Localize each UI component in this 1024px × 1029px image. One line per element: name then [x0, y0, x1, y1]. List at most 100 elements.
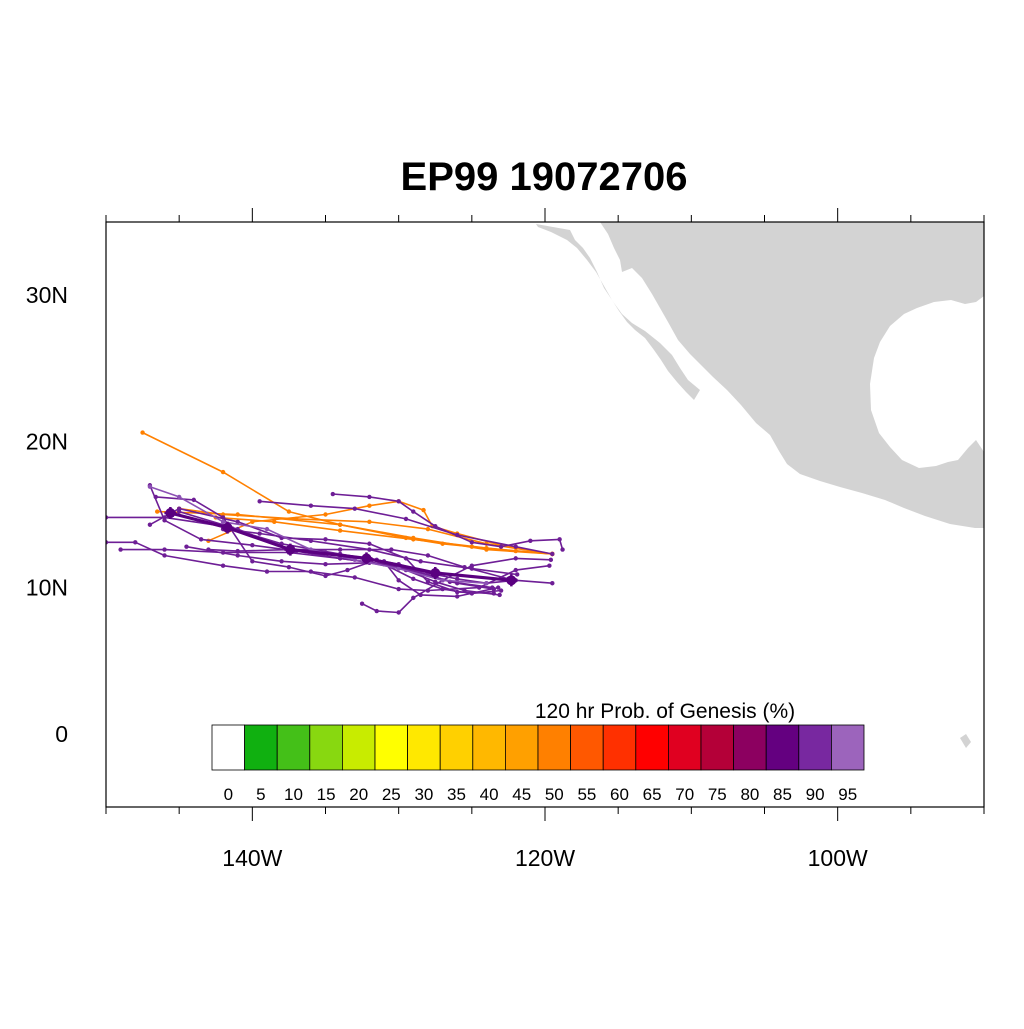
- track-point: [352, 506, 357, 511]
- track-point: [337, 547, 343, 552]
- colorbar-label: 55: [577, 785, 596, 804]
- track-point: [528, 538, 533, 544]
- track-point: [425, 553, 431, 558]
- colorbar-box: [309, 724, 343, 771]
- track-point: [235, 519, 240, 525]
- track-point: [235, 548, 240, 554]
- track-point: [411, 576, 416, 582]
- track-point: [140, 430, 145, 435]
- track-point: [133, 540, 138, 545]
- track-point: [176, 494, 182, 500]
- track-point: [550, 551, 555, 557]
- colorbar-box: [341, 724, 376, 771]
- track-point: [433, 524, 438, 529]
- track-point: [235, 553, 240, 558]
- track-point: [557, 537, 562, 542]
- colorbar-box: [831, 724, 865, 771]
- track-point: [425, 579, 431, 584]
- track-point: [389, 547, 394, 552]
- mean-track-marker: [164, 507, 177, 520]
- track-point: [118, 547, 123, 552]
- track-point: [495, 585, 501, 590]
- colorbar-label: 15: [317, 785, 336, 804]
- latitude-labels: 30N 20N 10N 0: [26, 282, 68, 747]
- track-point: [560, 547, 565, 552]
- mean-track-marker: [284, 543, 297, 556]
- track-point: [153, 494, 158, 500]
- colorbar-box: [602, 724, 637, 771]
- colorbar-box: [244, 724, 278, 771]
- track-point: [184, 544, 189, 549]
- colorbar-box: [635, 724, 669, 771]
- track-point: [469, 540, 475, 545]
- track-point: [514, 572, 520, 577]
- colorbar-box: [537, 724, 571, 771]
- track-point: [286, 564, 292, 570]
- colorbar-label: 65: [643, 785, 662, 804]
- track-point: [250, 543, 255, 548]
- track-point: [367, 547, 372, 552]
- figure-title: EP99 19072706: [401, 155, 688, 199]
- track-point: [250, 559, 255, 564]
- colorbar-label: 80: [740, 785, 759, 804]
- track-point: [345, 567, 350, 573]
- track-point: [257, 499, 262, 504]
- lat-label: 20N: [26, 428, 68, 454]
- land-mass-mexico: [536, 222, 984, 528]
- track-point: [484, 545, 489, 551]
- colorbar-label: 60: [610, 785, 629, 804]
- track-point: [440, 578, 445, 583]
- colorbar-box: [211, 724, 245, 771]
- track-point: [330, 491, 336, 497]
- forecast-track: [215, 516, 553, 555]
- mean-track: [164, 507, 518, 587]
- track-point: [462, 588, 467, 593]
- colorbar-label: 20: [349, 785, 368, 804]
- track-point: [484, 581, 489, 586]
- track-point: [191, 497, 196, 503]
- land-island-small: [960, 734, 971, 748]
- forecast-track: [332, 493, 564, 550]
- mean-track-marker: [360, 552, 373, 565]
- lat-label: 10N: [26, 575, 68, 601]
- track-point: [367, 541, 372, 546]
- colorbar-label: 50: [545, 785, 564, 804]
- colorbar-box: [407, 724, 441, 771]
- track-point: [418, 559, 423, 564]
- track-point: [548, 557, 554, 563]
- colorbar-box: [276, 724, 311, 771]
- track-point: [272, 519, 277, 525]
- track-point: [359, 601, 365, 606]
- forecast-track: [149, 507, 494, 595]
- colorbar-boxes: [211, 724, 865, 771]
- track-point: [547, 563, 552, 568]
- mean-track-marker: [505, 574, 518, 587]
- track-point: [421, 507, 426, 513]
- track-point: [279, 559, 284, 564]
- forecast-track: [361, 557, 551, 614]
- track-point: [411, 595, 416, 601]
- track-point: [455, 594, 460, 599]
- track-point: [513, 544, 518, 549]
- track-point: [286, 509, 292, 514]
- colorbar-box: [798, 724, 832, 771]
- lon-label: 100W: [808, 845, 868, 871]
- mean-track-line: [170, 511, 512, 582]
- colorbar-label: 5: [256, 785, 265, 804]
- colorbar-box: [374, 724, 408, 771]
- track-point: [176, 506, 182, 511]
- track-point: [396, 610, 401, 615]
- colorbar-box: [668, 724, 702, 771]
- lon-label: 140W: [222, 845, 282, 871]
- forecast-track: [155, 496, 500, 596]
- colorbar-box: [765, 724, 800, 771]
- colorbar-label: 75: [708, 785, 727, 804]
- track-point: [455, 589, 460, 595]
- colorbar-box: [570, 724, 604, 771]
- longitude-labels: 140W 120W 100W: [222, 845, 868, 871]
- track-point: [490, 585, 495, 590]
- lat-label: 0: [55, 721, 68, 747]
- track-point: [323, 537, 328, 542]
- colorbar-label: 95: [838, 785, 857, 804]
- colorbar-labels: 0 5 10 15 20 25 30 35 40 45 50 55 60 65 70 75 80 85 90 95: [224, 785, 858, 804]
